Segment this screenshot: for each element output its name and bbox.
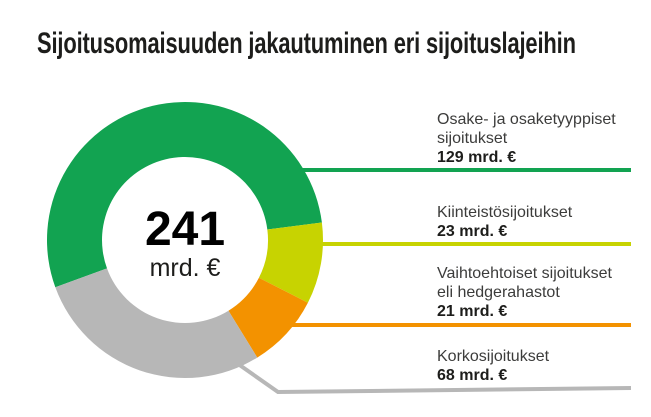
legend-entry-equities: Osake- ja osaketyyppiset sijoitukset 129…	[437, 110, 649, 167]
leader-line-3	[229, 357, 632, 395]
donut-segment-2	[228, 277, 308, 358]
total-unit: mrd. €	[149, 254, 221, 282]
legend-label: eli hedgerahastot	[437, 284, 560, 301]
legend-label: Osake- ja osaketyyppiset	[437, 111, 616, 128]
legend-entry-real-estate: Kiinteistösijoitukset 23 mrd. €	[437, 203, 649, 241]
legend-label: Kiinteistösijoitukset	[437, 204, 573, 221]
donut-segment-1	[258, 222, 323, 303]
legend-label: Vaihtoehtoiset sijoitukset	[437, 265, 612, 282]
donut-segment-0	[47, 102, 322, 288]
donut-segment-3	[55, 268, 258, 379]
donut-center-label: 241 mrd. €	[100, 203, 270, 283]
legend-amount: 68 mrd. €	[437, 367, 508, 384]
total-value: 241	[144, 203, 226, 256]
legend-entry-alternatives: Vaihtoehtoiset sijoitukset eli hedgeraha…	[437, 264, 649, 321]
legend-amount: 129 mrd. €	[437, 149, 517, 166]
legend-label: sijoitukset	[437, 130, 508, 147]
legend-label: Korkosijoitukset	[437, 348, 550, 365]
legend-amount: 23 mrd. €	[437, 223, 508, 240]
legend-amount: 21 mrd. €	[437, 303, 508, 320]
chart-title: Sijoitusomaisuuden jakautuminen eri sijo…	[37, 27, 576, 60]
legend-entry-fixed-income: Korkosijoitukset 68 mrd. €	[437, 347, 649, 385]
